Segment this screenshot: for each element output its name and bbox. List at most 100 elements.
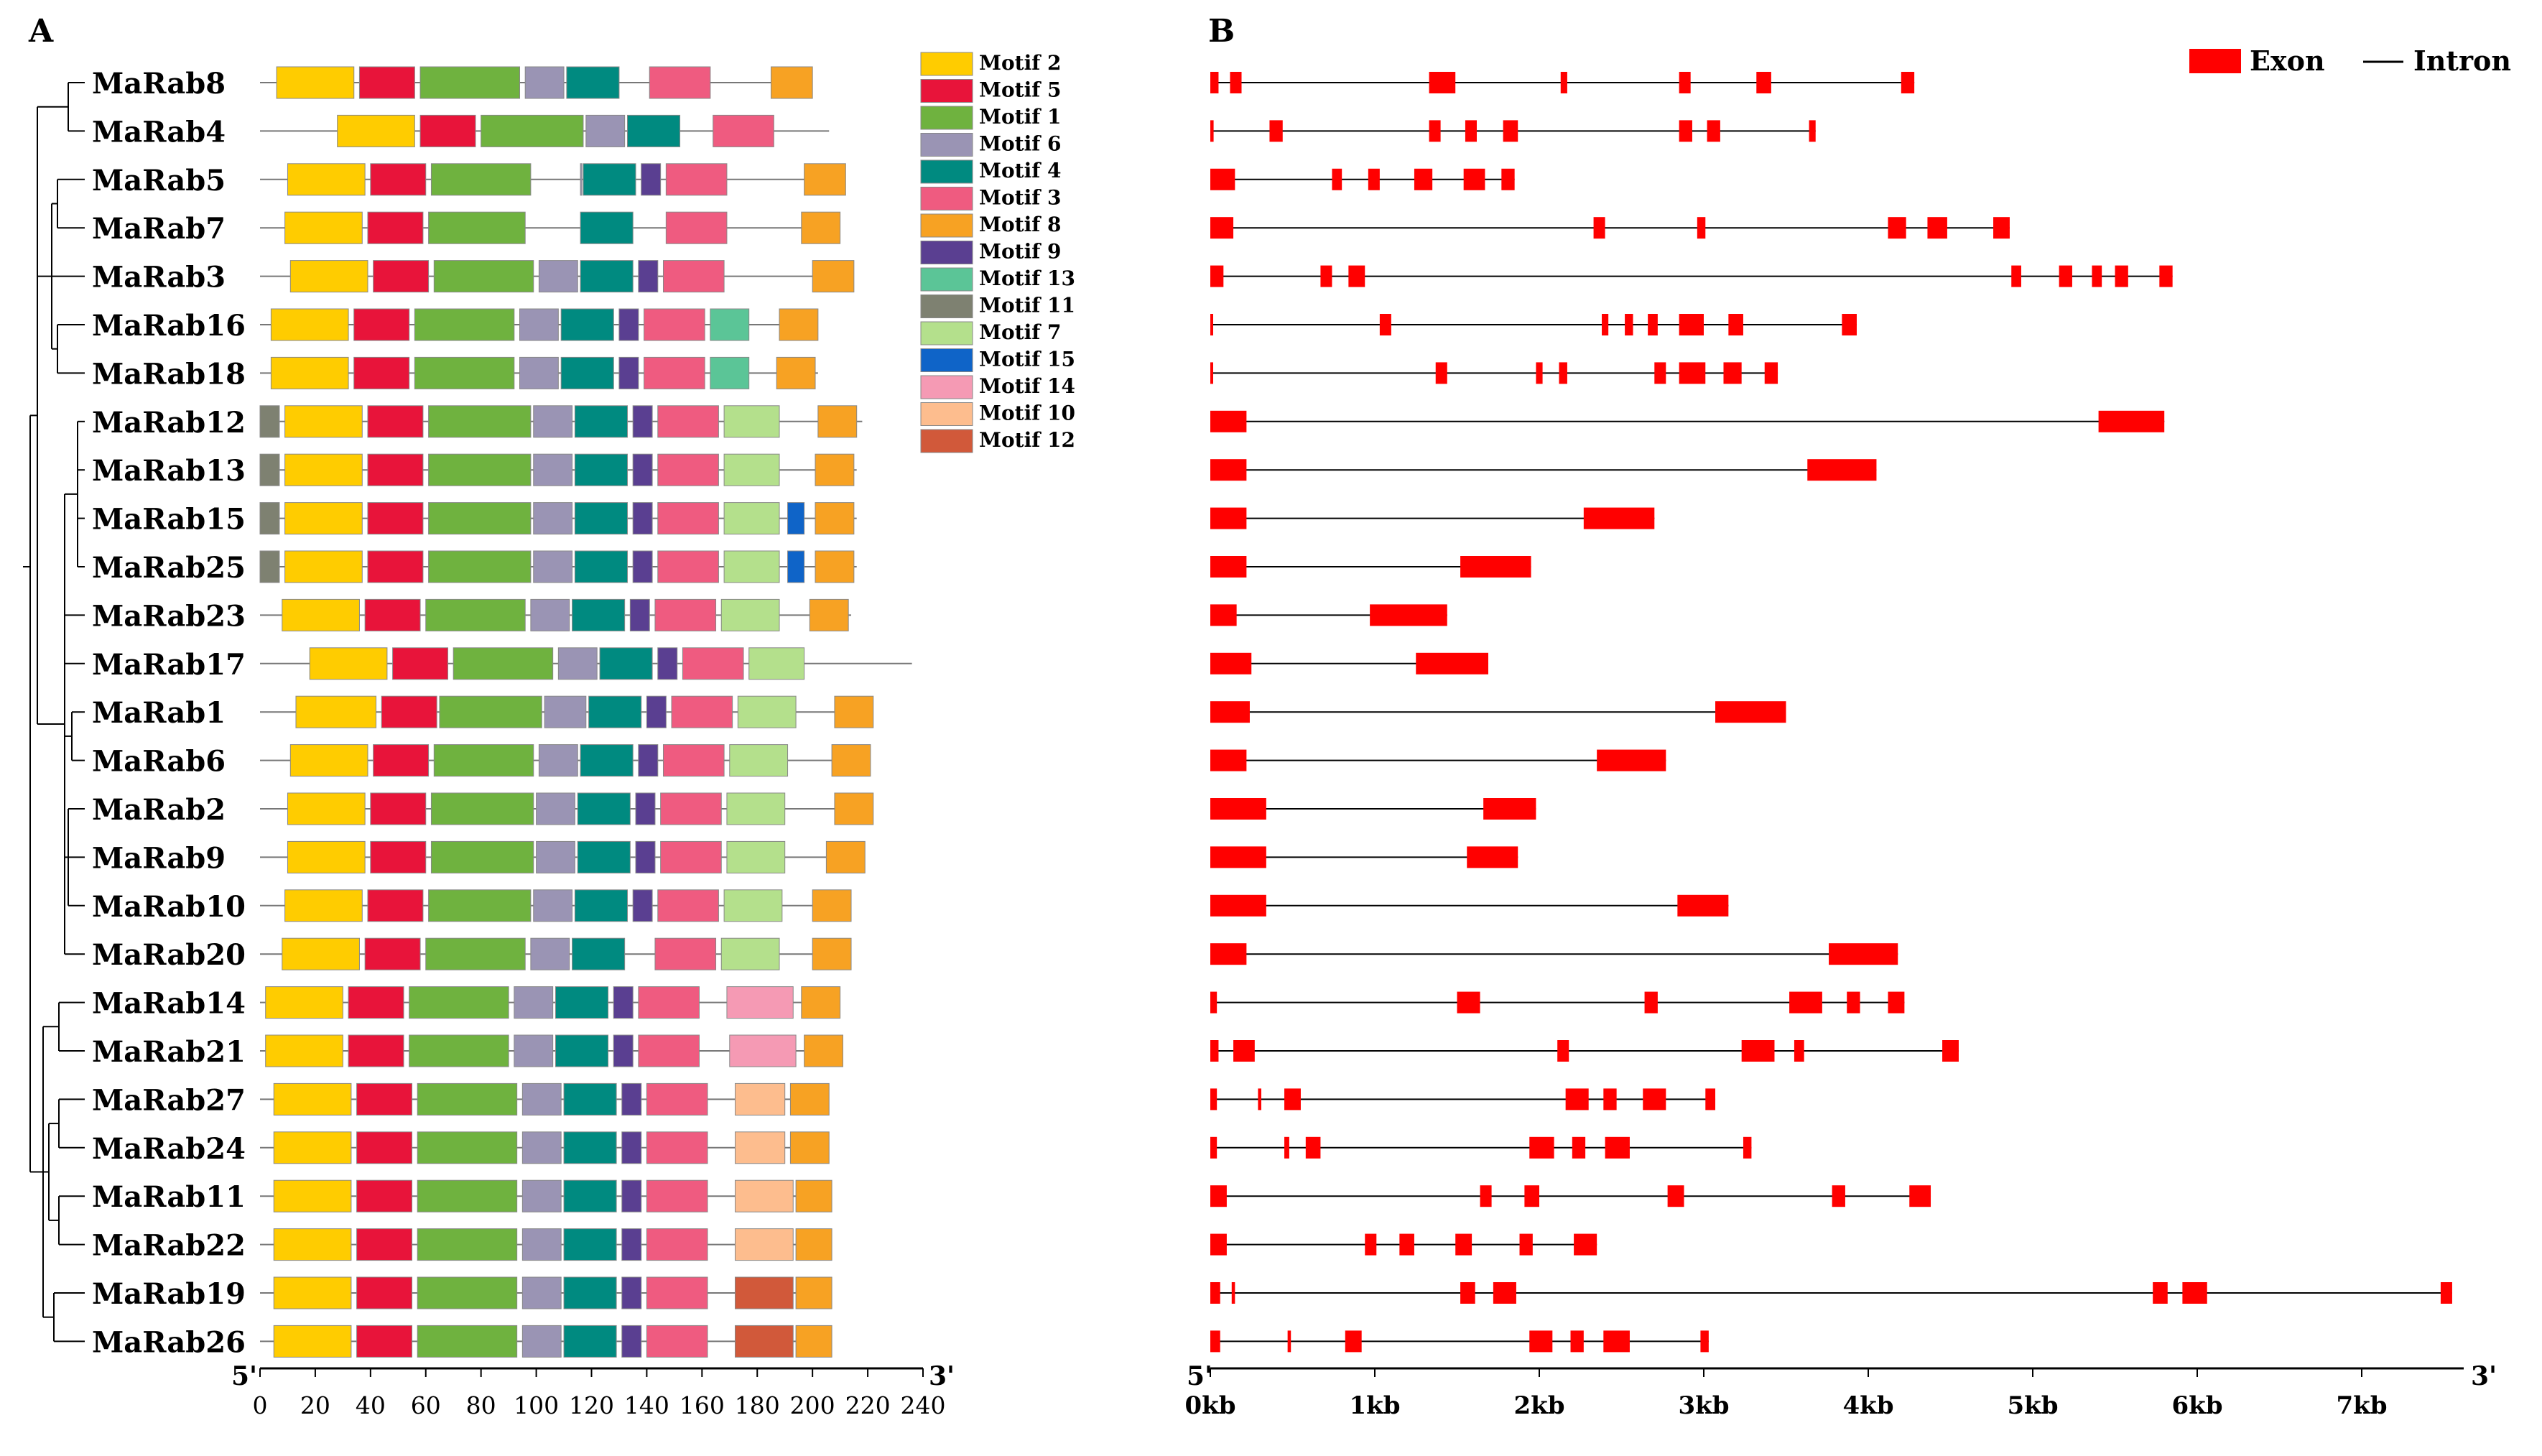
exon-box	[1888, 991, 1905, 1014]
panel-a-label: A	[28, 13, 54, 50]
exon-box	[1643, 1088, 1666, 1110]
motif-box	[580, 211, 634, 244]
legend-item: Motif 1	[920, 105, 1062, 130]
legend-swatch	[920, 321, 973, 346]
gene-label: MaRab1	[92, 696, 226, 730]
gene-label: MaRab24	[92, 1132, 246, 1166]
motif-box	[533, 405, 573, 438]
motif-box	[536, 792, 575, 825]
exon-box	[1210, 749, 1247, 771]
gene-label: MaRab11	[92, 1180, 246, 1214]
gene-structure-row	[1210, 701, 1786, 723]
motif-row: MaRab20	[92, 937, 852, 972]
exon-box	[1348, 265, 1365, 287]
motif-box	[367, 502, 424, 535]
motif-box	[646, 695, 667, 728]
motif-box	[367, 211, 424, 244]
motif-box	[734, 1325, 794, 1358]
motif-box	[815, 453, 855, 486]
motif-box	[356, 1228, 413, 1261]
exon-box	[1210, 1185, 1227, 1207]
motif-box	[580, 260, 634, 293]
motif-box	[737, 695, 797, 728]
motif-box	[414, 356, 515, 389]
legend-swatch	[920, 213, 973, 238]
motif-box	[632, 502, 653, 535]
motif-box	[662, 744, 725, 777]
motif-box	[417, 1179, 518, 1212]
legend-item: Motif 5	[920, 78, 1062, 103]
gene-structure-row	[1210, 1040, 1959, 1062]
motif-box	[481, 114, 584, 147]
motif-box	[621, 1082, 642, 1116]
exon-box	[1210, 798, 1266, 820]
motif-box	[834, 792, 874, 825]
motif-box	[779, 308, 819, 341]
motif-row: MaRab12	[92, 405, 863, 440]
motif-box	[563, 1179, 617, 1212]
motif-box	[428, 453, 532, 486]
gene-structure-row	[1210, 217, 2010, 239]
motif-box	[563, 1325, 617, 1358]
exon-box	[1705, 1088, 1716, 1110]
exon-box	[1429, 120, 1441, 142]
motif-box	[734, 1131, 786, 1164]
motif-box	[533, 889, 573, 922]
motif-box	[621, 1228, 642, 1261]
motif-box	[414, 308, 515, 341]
legend-label: Motif 9	[979, 240, 1062, 264]
motif-box	[417, 1228, 518, 1261]
x-tick-label: 6kb	[2172, 1391, 2223, 1420]
motif-box	[536, 840, 575, 873]
motif-row: MaRab9	[92, 840, 866, 875]
legend-label: Motif 3	[979, 186, 1062, 210]
motif-row: MaRab7	[92, 211, 841, 246]
exon-box	[1210, 991, 1217, 1014]
exon-box	[1570, 1330, 1584, 1353]
motif-box	[734, 1276, 794, 1309]
exon-box	[1667, 1185, 1684, 1207]
exon-box	[1284, 1136, 1289, 1159]
motif-box	[273, 1228, 352, 1261]
gene-structure-row	[1210, 314, 1857, 335]
motif-box	[524, 66, 565, 99]
motif-box	[259, 502, 280, 535]
gene-label: MaRab10	[92, 890, 246, 924]
gene-structure-row	[1210, 749, 1666, 771]
exon-box	[1210, 1136, 1217, 1159]
three-prime-label: 3'	[2471, 1361, 2497, 1391]
motif-box	[572, 937, 626, 970]
x-tick-label: 20	[300, 1391, 330, 1419]
gene-label: MaRab8	[92, 67, 226, 101]
motif-box	[646, 1276, 708, 1309]
motif-box	[726, 792, 786, 825]
gene-label: MaRab6	[92, 745, 226, 779]
legend-swatch	[920, 133, 973, 157]
motif-box	[613, 986, 634, 1019]
motif-axis: 0 20 40 60 80 100 120 140 160 180 200 220 240 5' 3'	[231, 1361, 955, 1419]
exon-box	[2159, 265, 2173, 287]
exon-box	[1210, 507, 1247, 529]
motif-box	[356, 1131, 413, 1164]
motif-box	[580, 744, 634, 777]
motif-box	[521, 1179, 562, 1212]
motif-box	[358, 66, 415, 99]
motif-box	[748, 647, 805, 680]
motif-box	[657, 550, 719, 583]
exon-legend-label: Exon	[2250, 45, 2325, 77]
gene-structure-row	[1210, 1185, 1931, 1207]
gene-label: MaRab21	[92, 1035, 246, 1069]
exon-box	[1503, 120, 1518, 142]
gene-structure-row	[1210, 652, 1489, 674]
motif-row: MaRab24	[92, 1131, 830, 1166]
exon-box	[1654, 362, 1666, 384]
motif-box	[795, 1179, 832, 1212]
exon-box	[1559, 362, 1567, 384]
exon-box	[1210, 168, 1235, 190]
exon-box	[1399, 1233, 1414, 1256]
exon-box	[1697, 217, 1706, 239]
legend-label: Motif 14	[979, 374, 1075, 398]
motif-box	[649, 66, 711, 99]
exon-box	[1677, 894, 1729, 917]
exon-box	[1368, 168, 1380, 190]
